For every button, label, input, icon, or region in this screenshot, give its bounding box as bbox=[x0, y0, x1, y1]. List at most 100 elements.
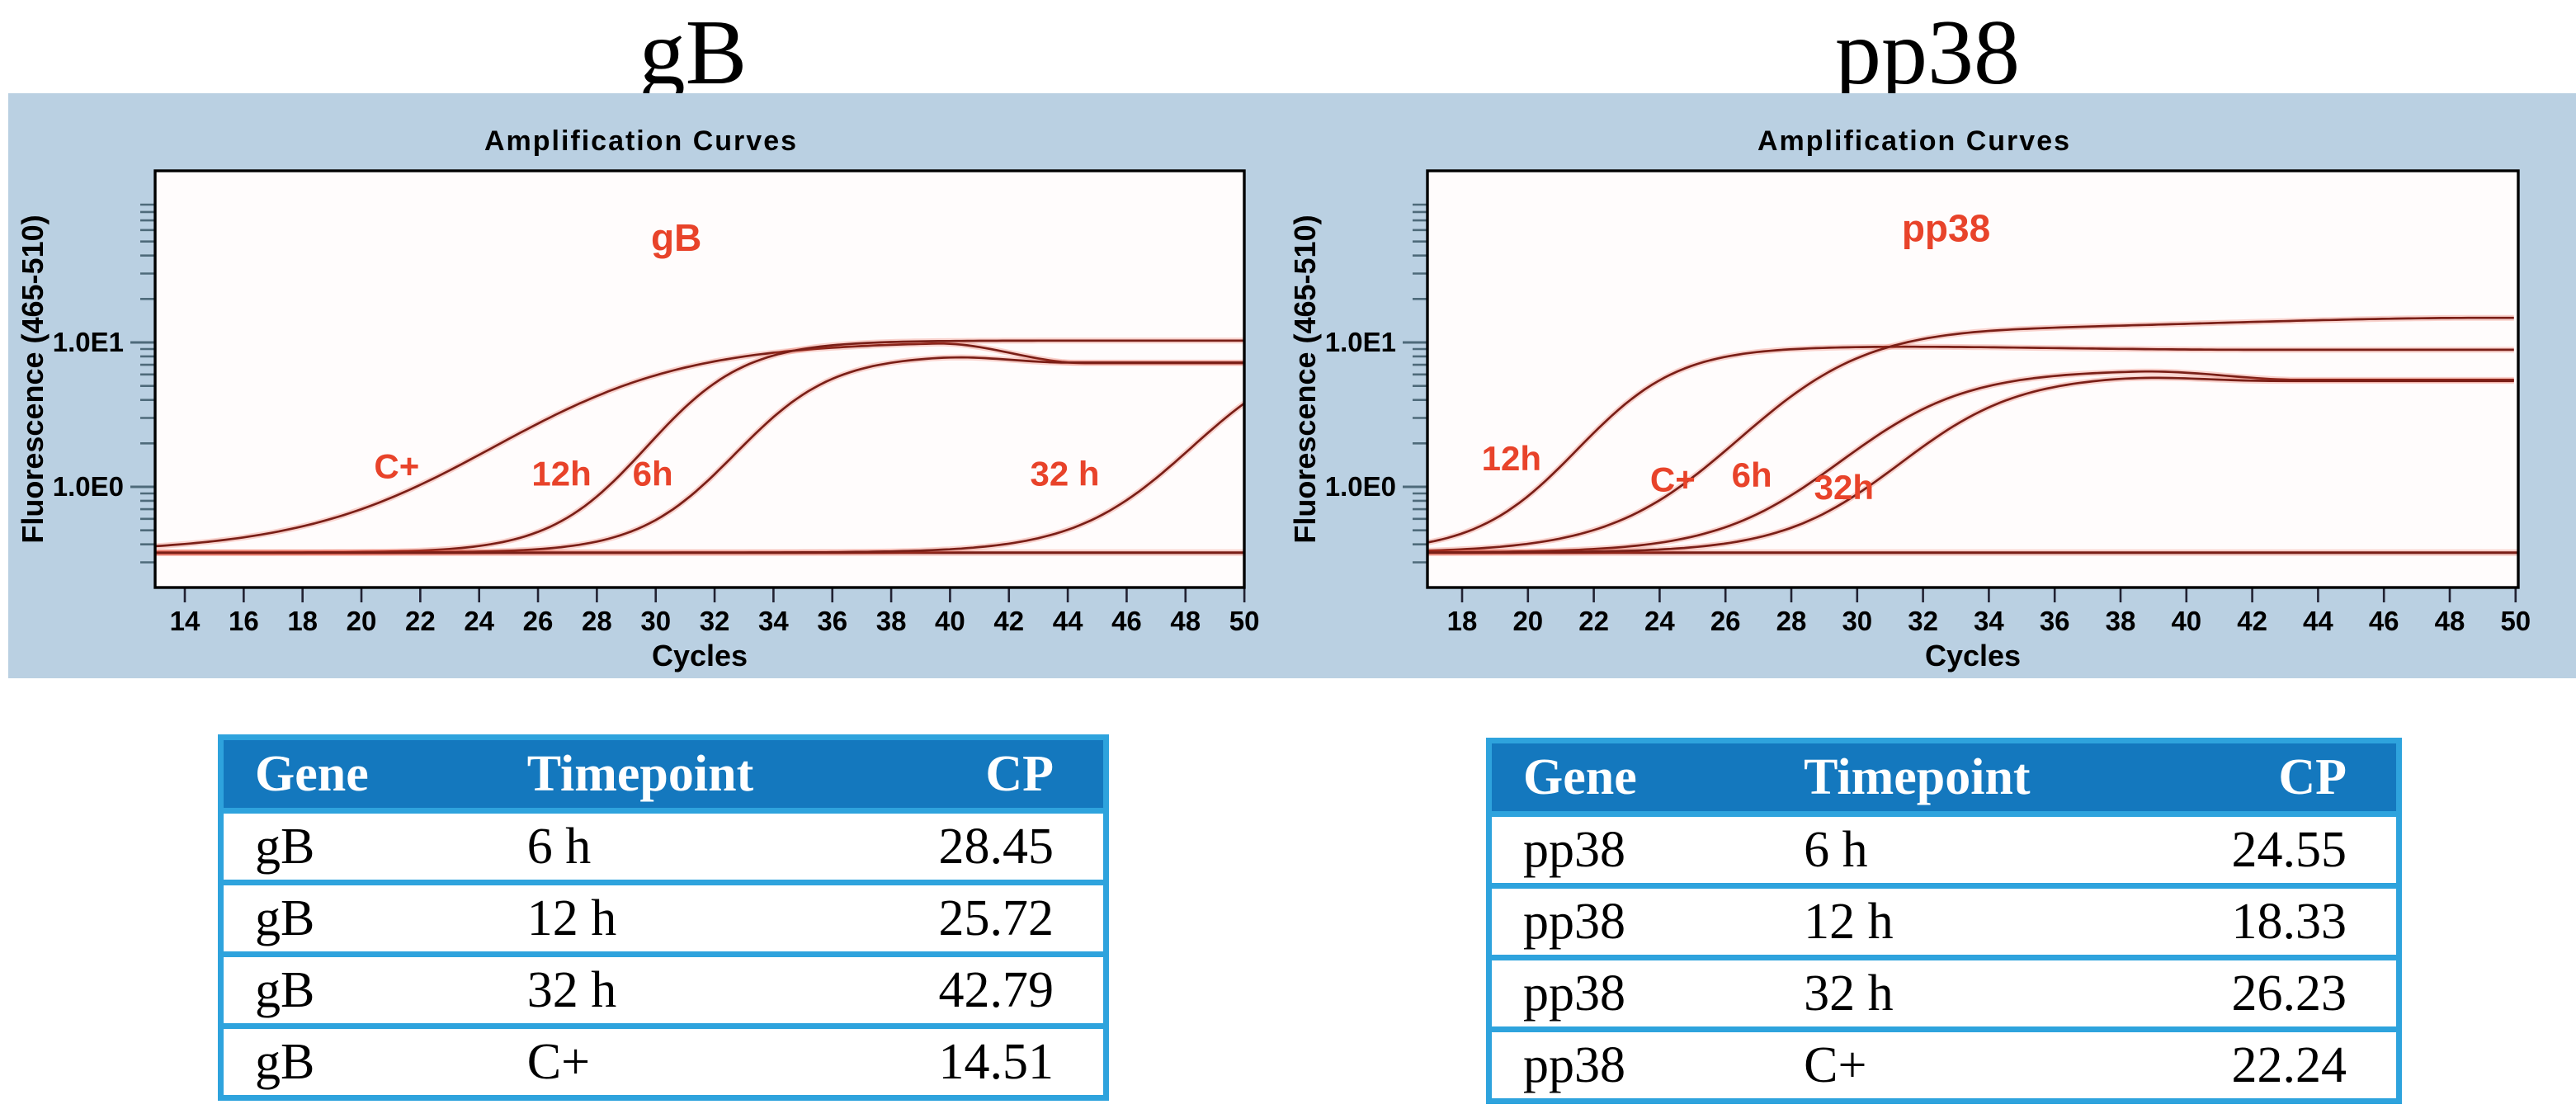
timepoint-cell: 12 h bbox=[1804, 894, 1894, 950]
cp-value-cell: 28.45 bbox=[938, 819, 1054, 875]
timepoint-cell: 12 h bbox=[526, 890, 617, 946]
table-row: gB 12 h 25.72 bbox=[224, 880, 1103, 951]
gene-cell: pp38 bbox=[1523, 1037, 1625, 1093]
gB-amplification-chart: Amplification Curves Fluorescence (465-51… bbox=[16, 125, 1259, 672]
x-tick-label: 44 bbox=[1053, 606, 1083, 636]
x-tick-label: 50 bbox=[1229, 606, 1260, 636]
table-header-cell: Gene bbox=[1523, 749, 1637, 805]
cp-value-cell: 22.24 bbox=[2231, 1037, 2347, 1093]
y-tick-label: 1.0E1 bbox=[1325, 327, 1396, 357]
pp38-amplification-chart: Amplification Curves Fluorescence (465-51… bbox=[1288, 125, 2531, 672]
y-minor-ticks bbox=[140, 203, 155, 564]
x-tick-label: 50 bbox=[2500, 606, 2531, 636]
cp-value-cell: 26.23 bbox=[2231, 965, 2347, 1022]
table-header-cell: Gene bbox=[255, 746, 369, 802]
x-tick-label: 20 bbox=[347, 606, 377, 636]
table-row: pp38 C+ 22.24 bbox=[1492, 1026, 2396, 1098]
cp-value-cell: 14.51 bbox=[938, 1034, 1054, 1090]
timepoint-cell: 6 h bbox=[526, 819, 592, 875]
x-tick-label: 40 bbox=[935, 606, 965, 636]
table-row: gB 6 h 28.45 bbox=[224, 808, 1103, 880]
x-tick-label: 36 bbox=[2040, 606, 2070, 636]
x-axis-ticks: 18 20 22 24 26 28 30 32 34 36 38 40 42 44 46 48 50 bbox=[1447, 588, 2531, 636]
curve-label-32h: 32 h bbox=[1031, 454, 1100, 493]
x-tick-label: 18 bbox=[1447, 606, 1478, 636]
table-row: pp38 32 h 26.23 bbox=[1492, 955, 2396, 1026]
x-tick-label: 22 bbox=[1578, 606, 1609, 636]
curve-label-6h: 6h bbox=[1732, 455, 1772, 494]
y-minor-ticks bbox=[1413, 203, 1427, 564]
curve-label-gB: gB bbox=[651, 216, 701, 259]
x-tick-label: 26 bbox=[523, 606, 554, 636]
x-tick-label: 28 bbox=[582, 606, 612, 636]
x-tick-label: 30 bbox=[1842, 606, 1872, 636]
x-tick-label: 20 bbox=[1512, 606, 1543, 636]
y-axis-label: Fluorescence (465-510) bbox=[16, 215, 50, 543]
x-tick-label: 26 bbox=[1710, 606, 1741, 636]
curve-label-pp38: pp38 bbox=[1902, 207, 1990, 250]
x-axis-label: Cycles bbox=[1925, 639, 2021, 672]
plot-border bbox=[1426, 169, 2520, 589]
gene-cell: gB bbox=[255, 819, 315, 875]
timepoint-cell: 32 h bbox=[526, 962, 617, 1018]
table-header-cell: Timepoint bbox=[526, 746, 754, 802]
x-tick-label: 24 bbox=[1644, 606, 1675, 636]
amplification-curves bbox=[155, 337, 1244, 556]
curve-label-12h: 12h bbox=[531, 454, 591, 493]
table-header-cell: Timepoint bbox=[1804, 749, 2031, 805]
curve-label-C+: C+ bbox=[374, 446, 419, 485]
table-header-cell: CP bbox=[985, 746, 1054, 802]
cp-table-header-row: Gene Timepoint CP bbox=[1492, 743, 2396, 811]
y-tick-label: 1.0E0 bbox=[53, 471, 124, 502]
curve-32h bbox=[1427, 376, 2514, 554]
x-axis-label: Cycles bbox=[652, 639, 748, 672]
x-axis-ticks: 14 16 18 20 22 24 26 28 30 32 34 36 38 40 42 44 46 48 50 bbox=[170, 588, 1260, 636]
x-tick-label: 28 bbox=[1776, 606, 1807, 636]
chart-title: Amplification Curves bbox=[484, 125, 798, 157]
curve-C+ bbox=[1427, 316, 2514, 552]
x-tick-label: 30 bbox=[640, 606, 671, 636]
x-tick-label: 38 bbox=[876, 606, 907, 636]
timepoint-cell: 32 h bbox=[1804, 965, 1894, 1022]
x-tick-label: 18 bbox=[287, 606, 318, 636]
gene-cell: pp38 bbox=[1523, 822, 1625, 878]
timepoint-cell: 6 h bbox=[1804, 822, 1868, 878]
gene-cell: pp38 bbox=[1523, 965, 1625, 1022]
x-tick-label: 48 bbox=[1170, 606, 1201, 636]
curve-label-12h: 12h bbox=[1482, 439, 1541, 478]
x-tick-label: 42 bbox=[2237, 606, 2267, 636]
table-row: gB 32 h 42.79 bbox=[224, 951, 1103, 1023]
x-tick-label: 46 bbox=[1111, 606, 1142, 636]
figure-title-gB: gB bbox=[639, 2, 748, 104]
x-tick-label: 14 bbox=[170, 606, 201, 636]
gene-cell: gB bbox=[255, 890, 315, 946]
chart-title: Amplification Curves bbox=[1757, 125, 2071, 157]
curve-32h bbox=[155, 402, 1244, 554]
cp-value-cell: 24.55 bbox=[2231, 822, 2347, 878]
x-tick-label: 32 bbox=[700, 606, 730, 636]
gene-cell: pp38 bbox=[1523, 894, 1625, 950]
curve-12h bbox=[1427, 345, 2514, 544]
curve-label-6h: 6h bbox=[633, 454, 673, 493]
curve-label-C+: C+ bbox=[1650, 460, 1696, 499]
amplification-curves bbox=[1427, 314, 2518, 556]
plot-border bbox=[153, 169, 1246, 589]
y-tick-label: 1.0E0 bbox=[1325, 471, 1396, 502]
cp-table-header-row: Gene Timepoint CP bbox=[224, 740, 1103, 808]
x-tick-label: 44 bbox=[2303, 606, 2333, 636]
curve-label-32h: 32h bbox=[1814, 468, 1874, 507]
cp-value-cell: 42.79 bbox=[938, 962, 1054, 1018]
table-row: gB C+ 14.51 bbox=[224, 1023, 1103, 1095]
pp38-cp-table: Gene Timepoint CP pp38 6 h 24.55 pp38 12 h 18.33… bbox=[1486, 738, 2402, 1104]
gene-cell: gB bbox=[255, 962, 315, 1018]
y-axis-label: Fluorescence (465-510) bbox=[1288, 215, 1322, 543]
x-tick-label: 42 bbox=[993, 606, 1024, 636]
x-tick-label: 34 bbox=[758, 606, 789, 636]
cp-value-cell: 25.72 bbox=[938, 890, 1054, 946]
x-tick-label: 24 bbox=[464, 606, 494, 636]
y-tick-label: 1.0E1 bbox=[53, 327, 124, 357]
timepoint-cell: C+ bbox=[1804, 1037, 1867, 1093]
x-tick-label: 34 bbox=[1974, 606, 2004, 636]
gene-cell: gB bbox=[255, 1034, 315, 1090]
